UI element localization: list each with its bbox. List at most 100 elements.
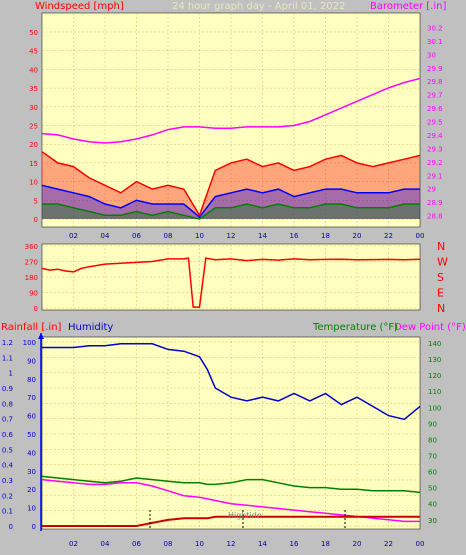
temperature-tick-label: 140 xyxy=(428,340,441,348)
rainfall-tick-label: 0.1 xyxy=(2,508,13,516)
rainfall-tick-label: 1 xyxy=(9,370,13,378)
temperature-tick-label: 120 xyxy=(428,372,441,380)
direction-degree-label: 180 xyxy=(25,274,38,282)
temperature-tick-label: 50 xyxy=(428,485,437,493)
temperature-axis-title: Temperature (°F) xyxy=(312,322,398,333)
rain-x-tick-labels: 02 04 06 08 10 12 14 16 18 20 22 00 xyxy=(69,540,424,548)
rain-x-tick-label: 14 xyxy=(258,540,267,548)
rain-x-tick-label: 02 xyxy=(69,540,78,548)
wind-x-tick-label: 08 xyxy=(164,232,173,240)
barometer-tick-label: 30.2 xyxy=(427,24,443,32)
windspeed-tick-label: 30 xyxy=(29,104,38,112)
wind-x-tick-label: 12 xyxy=(227,232,236,240)
barometer-tick-label: 29.7 xyxy=(427,92,443,100)
rainfall-line xyxy=(42,515,420,527)
windspeed-tick-label: 45 xyxy=(29,48,38,56)
wind-x-tick-label: 02 xyxy=(69,232,78,240)
rainfall-axis-title: Rainfall [.in] xyxy=(1,322,62,333)
direction-compass-label: E xyxy=(437,287,444,300)
rainfall-tick-label: 0.4 xyxy=(2,462,14,470)
humidity-tick-label: 40 xyxy=(27,449,36,457)
wind-x-tick-label: 20 xyxy=(353,232,362,240)
temperature-tick-label: 110 xyxy=(428,388,441,396)
rain-x-tick-label: 04 xyxy=(101,540,110,548)
barometer-tick-label: 30 xyxy=(427,51,436,59)
rain-x-tick-label: 18 xyxy=(321,540,330,548)
direction-compass-label: S xyxy=(437,271,444,284)
humidity-tick-label: 10 xyxy=(27,505,36,513)
rain-humidity-grid xyxy=(42,337,420,529)
hightide-label: Hightide xyxy=(228,511,262,520)
windspeed-tick-label: 50 xyxy=(29,29,38,37)
barometer-tick-label: 29.2 xyxy=(427,159,443,167)
wind-x-tick-label: 18 xyxy=(321,232,330,240)
temperature-tick-label: 70 xyxy=(428,452,437,460)
windspeed-tick-label: 40 xyxy=(29,66,38,74)
direction-compass-label: N xyxy=(437,302,445,315)
rainfall-tick-labels: 0 0.1 0.2 0.3 0.4 0.5 0.6 0.7 0.8 0.9 1 1.1 1.2 xyxy=(2,339,14,531)
humidity-tick-label: 30 xyxy=(27,468,36,476)
temperature-tick-label: 40 xyxy=(428,501,437,509)
humidity-tick-label: 70 xyxy=(27,394,36,402)
barometer-tick-label: 29.3 xyxy=(427,145,443,153)
barometer-tick-label: 29.6 xyxy=(427,105,443,113)
rain-x-tick-label: 20 xyxy=(353,540,362,548)
barometer-tick-label: 28.9 xyxy=(427,199,443,207)
dewpoint-axis-title: Dew Point (°F) xyxy=(394,322,466,333)
direction-degree-labels: 0 90 180 270 360 xyxy=(25,243,38,313)
humidity-axis-arrow-icon xyxy=(38,333,44,339)
wind-min-area xyxy=(42,204,420,219)
windspeed-tick-label: 10 xyxy=(29,179,38,187)
rain-x-tick-label: 08 xyxy=(164,540,173,548)
direction-degree-label: 270 xyxy=(25,259,38,267)
rainfall-tick-label: 0.3 xyxy=(2,477,13,485)
direction-grid xyxy=(42,244,420,310)
direction-degree-label: 360 xyxy=(25,243,38,251)
wind-gust-area xyxy=(42,151,420,219)
temperature-tick-labels: 30 40 50 60 70 80 90 100 110 120 130 140 xyxy=(428,340,441,525)
wind-x-tick-labels: 02 04 06 08 10 12 14 16 18 20 22 00 xyxy=(69,232,424,240)
rain-x-tick-label: 00 xyxy=(416,540,425,548)
rain-x-tick-label: 16 xyxy=(290,540,299,548)
direction-compass-label: W xyxy=(437,256,448,269)
wind-plot-area xyxy=(41,12,421,228)
wind-min-line xyxy=(42,203,420,220)
wind-x-tick-label: 14 xyxy=(258,232,267,240)
rainfall-tick-label: 0.9 xyxy=(2,385,13,393)
wind-x-tick-label: 10 xyxy=(195,232,204,240)
wind-avg-line xyxy=(41,184,420,219)
humidity-tick-labels: 0 10 20 30 40 50 60 70 80 90 100 xyxy=(23,339,36,531)
rain-x-tick-label: 06 xyxy=(132,540,141,548)
wind-x-tick-label: 06 xyxy=(132,232,141,240)
windspeed-tick-label: 25 xyxy=(29,123,38,131)
wind-x-tick-label: 16 xyxy=(290,232,299,240)
windspeed-tick-label: 5 xyxy=(34,197,38,205)
barometer-tick-label: 29.9 xyxy=(427,65,443,73)
humidity-tick-label: 20 xyxy=(27,486,36,494)
wind-series xyxy=(41,77,421,220)
direction-degree-label: 0 xyxy=(34,305,38,313)
windspeed-axis-title: Windspeed [mph] xyxy=(35,1,124,12)
temperature-tick-label: 80 xyxy=(428,436,437,444)
rain-x-tick-label: 22 xyxy=(384,540,393,548)
barometer-tick-label: 30.1 xyxy=(427,38,443,46)
wind-x-tick-label: 22 xyxy=(384,232,393,240)
temperature-tick-label: 30 xyxy=(428,517,437,525)
humidity-tick-label: 90 xyxy=(27,357,36,365)
humidity-tick-label: 0 xyxy=(32,523,36,531)
rainfall-tick-label: 0.2 xyxy=(2,492,13,500)
humidity-tick-label: 60 xyxy=(27,413,36,421)
rain-humidity-series xyxy=(41,343,421,527)
humidity-line xyxy=(42,343,421,421)
rain-x-tick-label: 10 xyxy=(195,540,204,548)
windspeed-tick-label: 15 xyxy=(29,160,38,168)
temperature-tick-label: 60 xyxy=(428,469,437,477)
barometer-axis-title: Barometer [.in] xyxy=(370,1,446,12)
humidity-axis-title: Humidity xyxy=(68,322,113,333)
wind-x-tick-label: 00 xyxy=(416,232,425,240)
humidity-tick-label: 80 xyxy=(27,376,36,384)
barometer-tick-label: 28.8 xyxy=(427,213,443,221)
rainfall-tick-label: 1.2 xyxy=(2,339,13,347)
